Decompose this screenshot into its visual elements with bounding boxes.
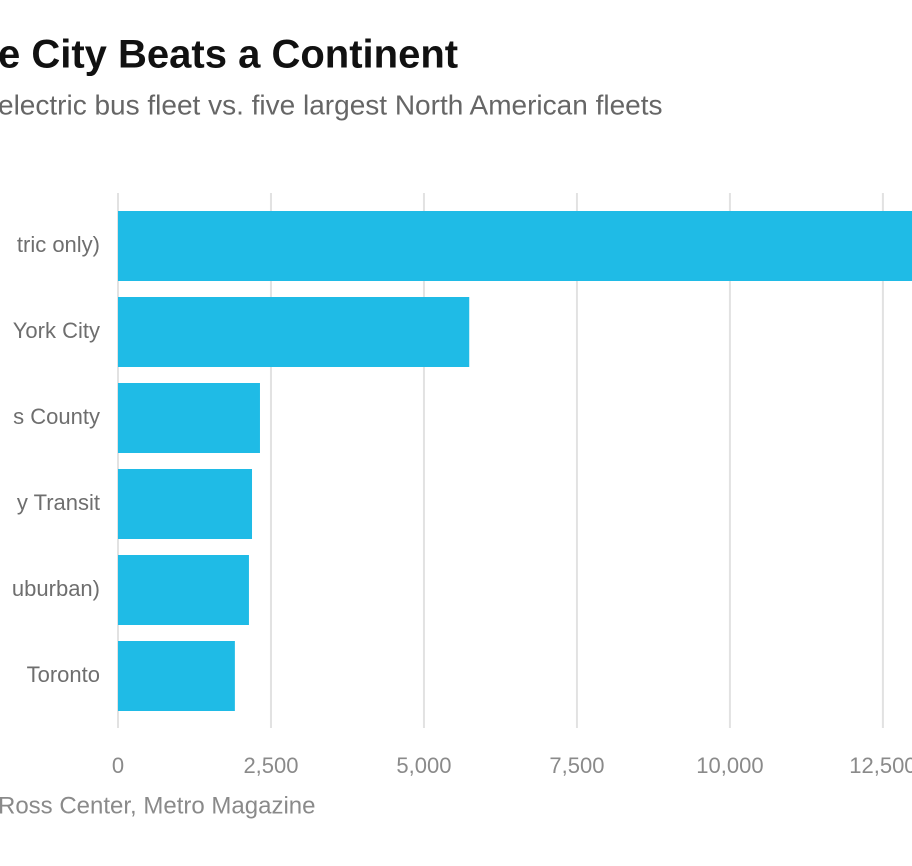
x-tick-label: 2,500 [243, 753, 298, 778]
y-tick-label: s County [13, 404, 100, 429]
source: Ross Center, Metro Magazine [0, 792, 315, 819]
x-tick-label: 0 [112, 753, 124, 778]
chart-title: e City Beats a Continent [0, 33, 458, 77]
bar [118, 383, 260, 453]
y-tick-label: Toronto [27, 662, 100, 687]
y-tick-label: York City [13, 318, 100, 343]
chart-subtitle: electric bus fleet vs. five largest Nort… [0, 89, 663, 120]
y-tick-label: y Transit [17, 490, 100, 515]
x-tick-label: 7,500 [549, 753, 604, 778]
y-tick-label: tric only) [17, 232, 100, 257]
bar [118, 469, 253, 539]
x-tick-label: 12,500 [849, 753, 912, 778]
bar [118, 641, 235, 711]
x-tick-label: 5,000 [396, 753, 451, 778]
bar [118, 297, 470, 367]
bar [118, 555, 249, 625]
bar [118, 211, 912, 281]
y-tick-label: uburban) [12, 576, 100, 601]
x-tick-label: 10,000 [696, 753, 763, 778]
